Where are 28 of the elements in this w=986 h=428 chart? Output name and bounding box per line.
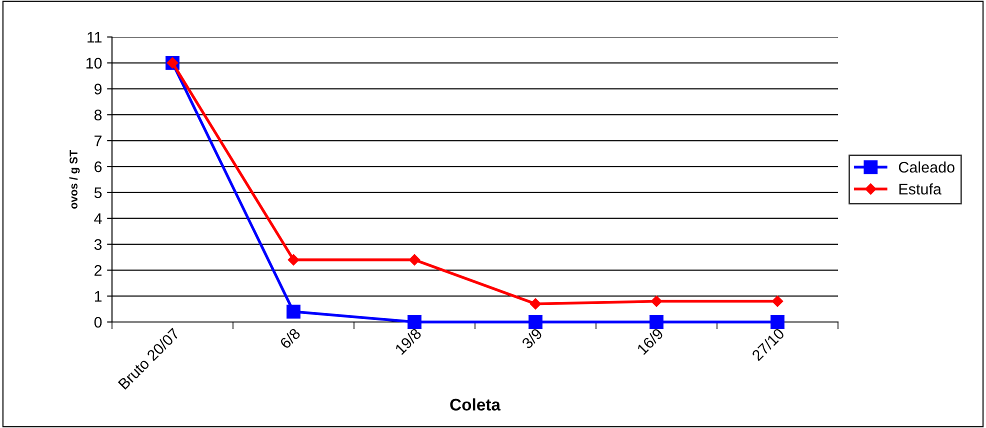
y-tick-label: 3 xyxy=(94,239,102,250)
point xyxy=(772,296,784,307)
y-tick-label: 9 xyxy=(94,84,102,95)
y-tick-label: 7 xyxy=(94,136,102,146)
point xyxy=(528,315,542,329)
y-tick-label: 8 xyxy=(94,110,102,120)
point xyxy=(408,254,420,266)
y-tick-label: 10 xyxy=(86,58,102,69)
point xyxy=(650,296,662,307)
y-axis-title: ovos / g ST xyxy=(69,150,80,209)
x-tick-label: 6/8 xyxy=(279,327,301,350)
point xyxy=(530,298,542,310)
y-tick-label: 0 xyxy=(94,316,102,328)
x-axis-title: Coleta xyxy=(450,398,501,411)
x-tick-label: 3/9 xyxy=(520,327,543,350)
point xyxy=(408,315,422,329)
y-tick-label: 4 xyxy=(94,213,102,224)
y-tick-label: 1 xyxy=(94,291,102,302)
y-tick-label: 6 xyxy=(94,161,102,172)
point xyxy=(286,304,300,319)
point xyxy=(770,315,784,329)
point xyxy=(288,254,300,266)
y-tick-label: 11 xyxy=(88,32,102,43)
point xyxy=(650,315,664,329)
y-tick-label: 5 xyxy=(94,187,102,198)
legend-label: Caleado xyxy=(898,161,954,173)
y-tick-label: 2 xyxy=(94,265,102,276)
legend-label: Estufa xyxy=(899,183,942,195)
